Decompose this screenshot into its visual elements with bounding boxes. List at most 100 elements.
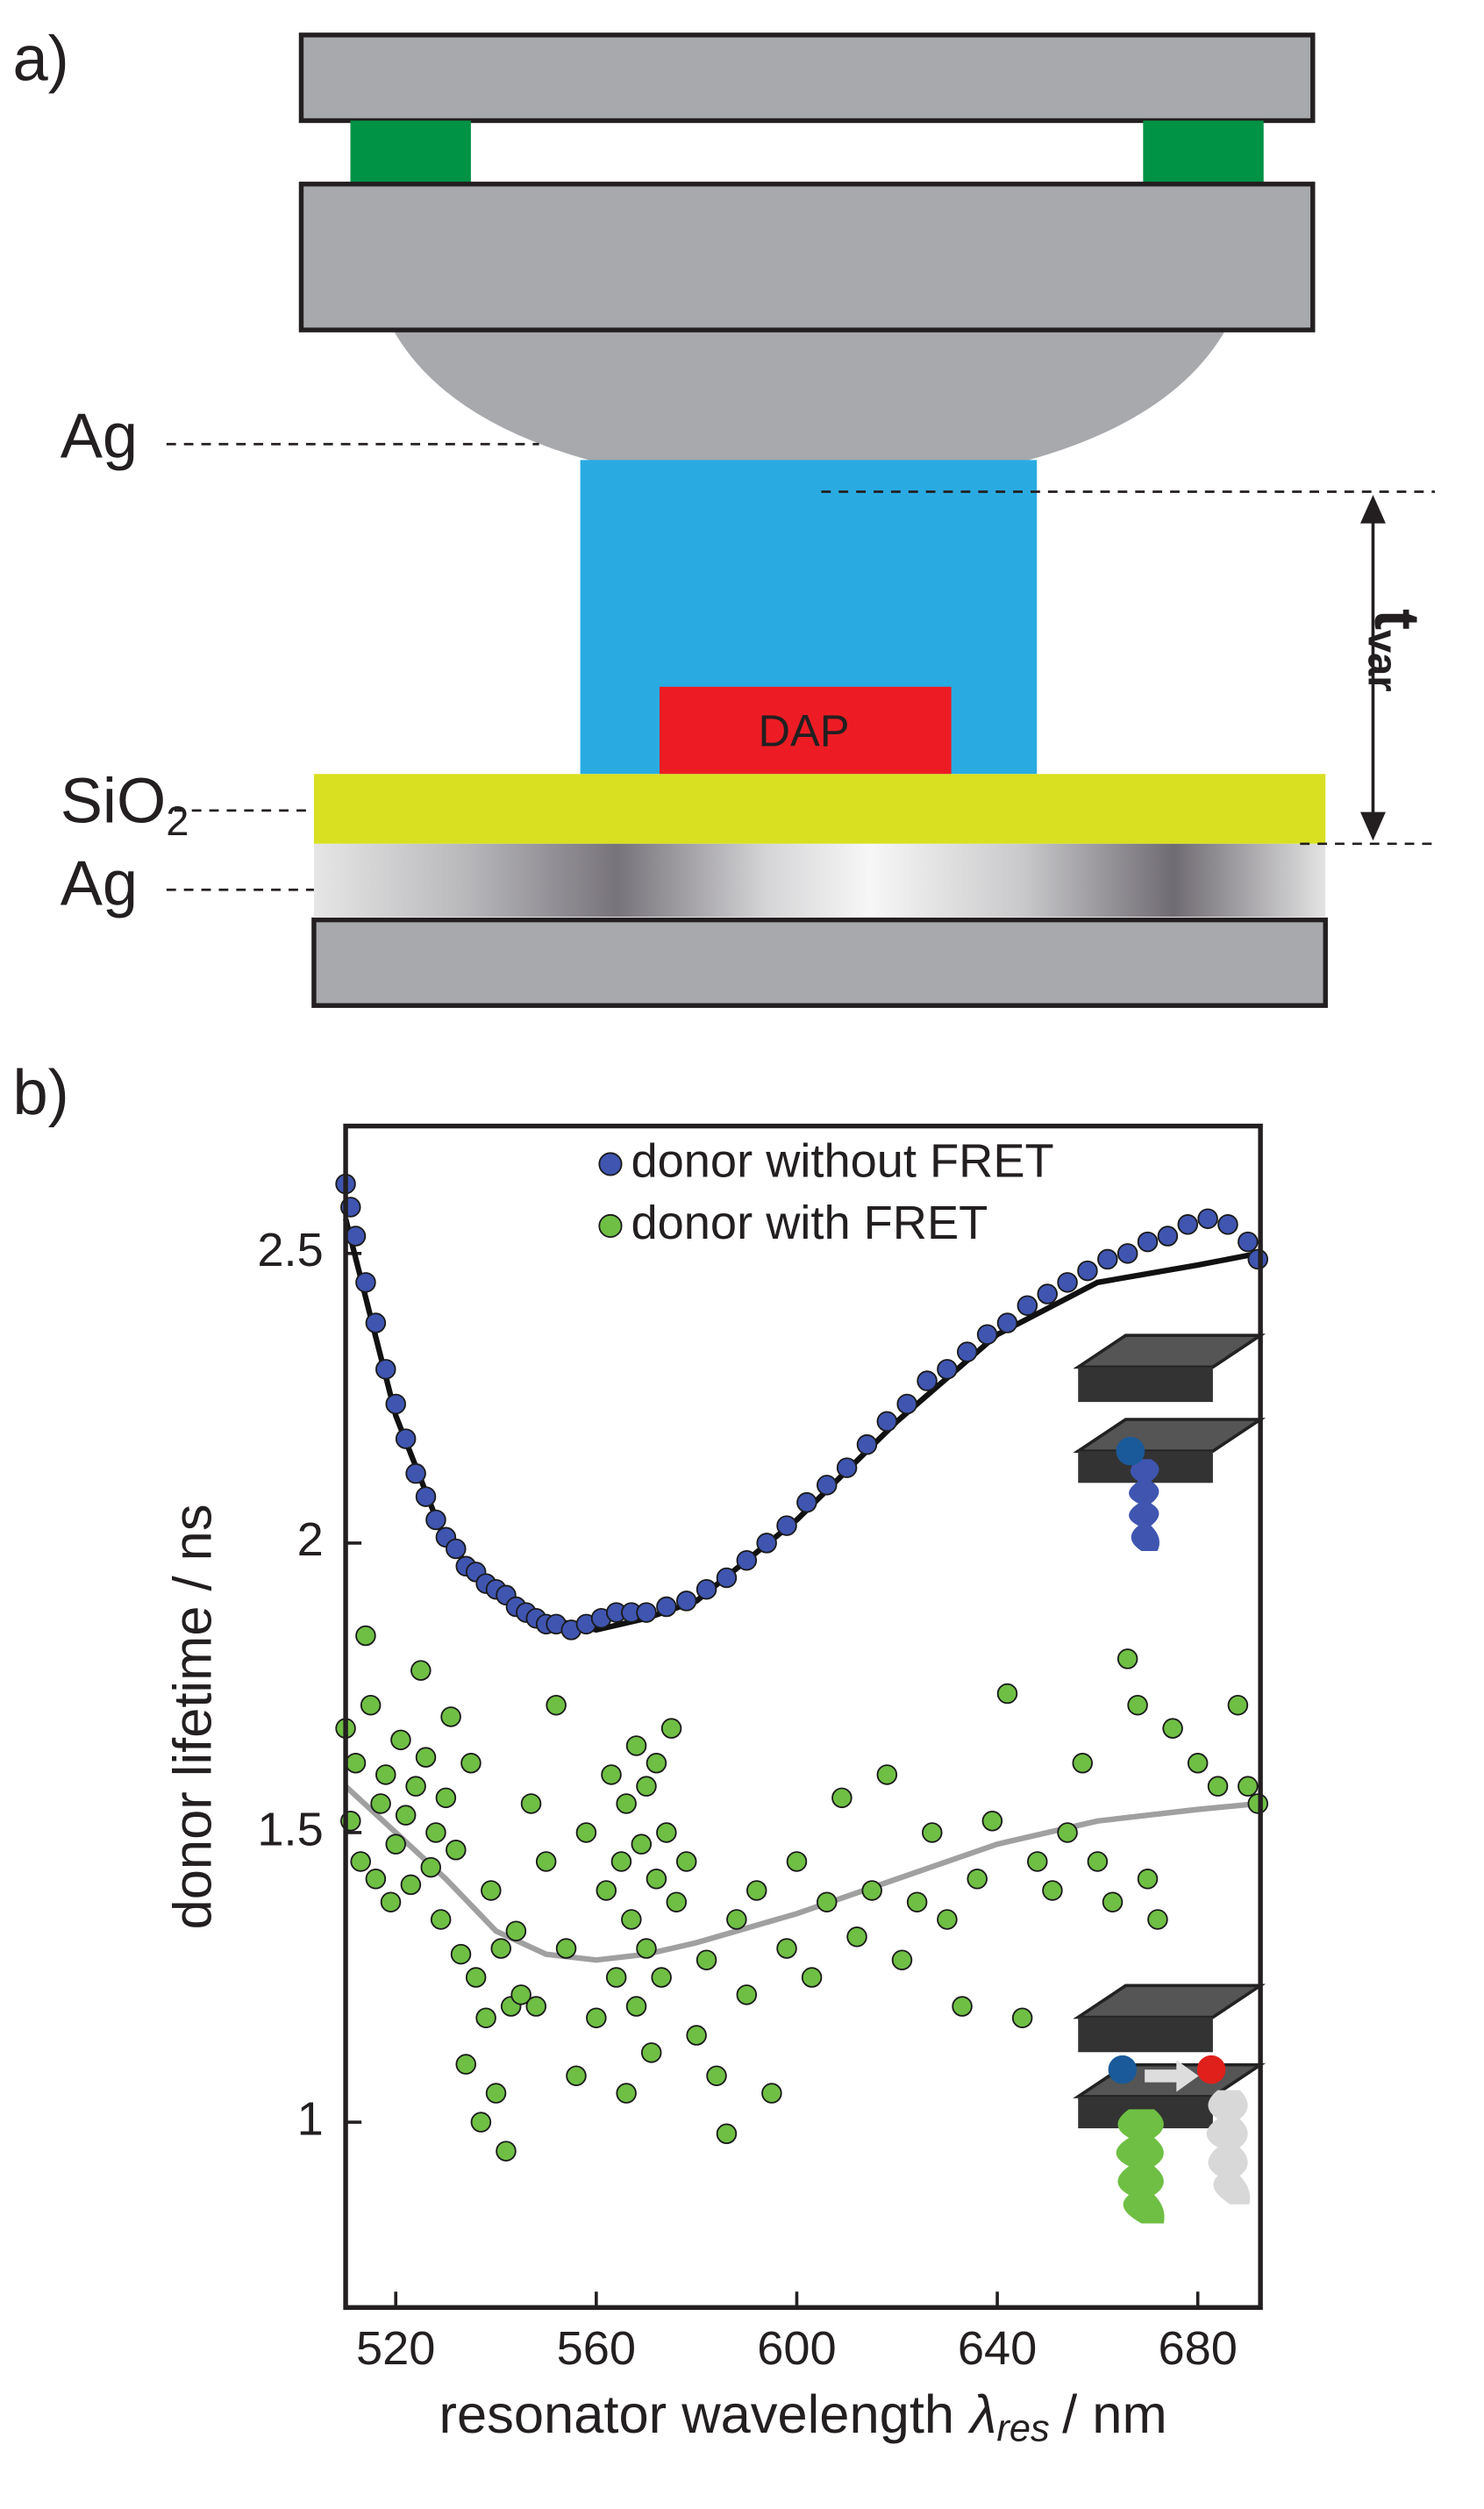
point bbox=[1162, 1718, 1183, 1739]
point bbox=[345, 1753, 367, 1774]
point bbox=[430, 1909, 452, 1930]
point bbox=[922, 1822, 943, 1843]
point bbox=[605, 1967, 627, 1988]
point bbox=[636, 1776, 657, 1797]
point bbox=[555, 1938, 577, 1959]
point bbox=[696, 1578, 717, 1600]
point bbox=[505, 1920, 527, 1941]
point bbox=[861, 1880, 882, 1901]
point bbox=[395, 1428, 417, 1449]
point bbox=[410, 1660, 432, 1681]
point bbox=[475, 2007, 496, 2028]
x-label-unit: / nm bbox=[1062, 2384, 1167, 2445]
point bbox=[1247, 1793, 1269, 1814]
plate bbox=[298, 182, 1316, 332]
point bbox=[891, 1949, 913, 1970]
point bbox=[786, 1851, 808, 1872]
point bbox=[726, 1909, 747, 1930]
point bbox=[736, 1549, 758, 1571]
point bbox=[746, 1880, 767, 1901]
panel-label: b) bbox=[12, 1058, 68, 1128]
point bbox=[596, 1880, 617, 1901]
sio2-sub: 2 bbox=[166, 798, 189, 845]
point bbox=[917, 1370, 938, 1391]
point bbox=[1238, 1776, 1259, 1797]
point bbox=[375, 1764, 396, 1785]
x-tick-label: 640 bbox=[958, 2322, 1037, 2375]
point bbox=[616, 1793, 637, 1814]
point bbox=[636, 1602, 657, 1623]
point bbox=[586, 2007, 607, 2028]
point bbox=[656, 1596, 677, 1618]
point bbox=[1117, 1648, 1138, 1669]
point bbox=[1011, 2007, 1033, 2028]
point bbox=[625, 1996, 647, 2017]
point bbox=[400, 1874, 422, 1896]
point bbox=[876, 1411, 898, 1433]
point bbox=[675, 1851, 697, 1872]
plot-frame bbox=[343, 1123, 1263, 2311]
point bbox=[1127, 1694, 1148, 1716]
point bbox=[1087, 1851, 1109, 1872]
point bbox=[836, 1457, 858, 1478]
point bbox=[631, 1834, 653, 1855]
point bbox=[1057, 1272, 1078, 1293]
point bbox=[455, 2054, 476, 2075]
point bbox=[435, 1787, 457, 1809]
point bbox=[510, 1984, 532, 2005]
point bbox=[360, 1694, 382, 1716]
point bbox=[481, 1880, 502, 1901]
point bbox=[385, 1834, 406, 1855]
point bbox=[375, 1359, 396, 1380]
point bbox=[355, 1625, 376, 1647]
y-axis-label: donor lifetime / ns bbox=[162, 1504, 223, 1929]
point bbox=[621, 1909, 642, 1930]
point bbox=[1037, 1283, 1058, 1305]
point bbox=[1102, 1891, 1124, 1912]
point bbox=[385, 1393, 406, 1415]
t-var-label: tvar bbox=[1359, 609, 1431, 692]
point bbox=[675, 1590, 697, 1612]
inset-top bbox=[1073, 1333, 1266, 1552]
x-label-symbol: λ bbox=[967, 2384, 996, 2445]
point bbox=[957, 1341, 978, 1362]
point bbox=[831, 1787, 853, 1809]
point bbox=[976, 1324, 998, 1345]
ag-label: Ag bbox=[61, 849, 138, 919]
point bbox=[405, 1462, 426, 1484]
point bbox=[646, 1753, 667, 1774]
point bbox=[1227, 1694, 1249, 1716]
point bbox=[1077, 1260, 1098, 1282]
point bbox=[566, 2065, 587, 2086]
point bbox=[937, 1909, 958, 1930]
legend-marker bbox=[598, 1152, 623, 1176]
dap-label: DAP bbox=[758, 705, 849, 755]
point bbox=[365, 1312, 387, 1333]
point bbox=[952, 1996, 973, 2017]
point bbox=[1017, 1295, 1038, 1316]
point bbox=[446, 1538, 467, 1560]
point bbox=[415, 1747, 437, 1768]
legend-label: donor without FRET bbox=[631, 1134, 1053, 1187]
point bbox=[450, 1943, 472, 1965]
point bbox=[601, 1764, 622, 1785]
point bbox=[425, 1509, 446, 1531]
fit-line bbox=[343, 1783, 1259, 1963]
y-tick-label: 2 bbox=[297, 1513, 324, 1566]
point bbox=[490, 1938, 512, 1959]
plate bbox=[298, 32, 1316, 124]
point bbox=[420, 1856, 441, 1878]
point bbox=[350, 1851, 371, 1872]
point bbox=[575, 1822, 597, 1843]
x-label-sub: res bbox=[996, 2408, 1049, 2450]
point bbox=[370, 1793, 391, 1814]
spacer bbox=[350, 120, 471, 184]
point bbox=[981, 1811, 1003, 1832]
point bbox=[967, 1869, 988, 1890]
point bbox=[996, 1312, 1018, 1333]
point bbox=[640, 2042, 662, 2063]
point bbox=[440, 1706, 461, 1727]
x-axis-label: resonator wavelength λres / nm bbox=[439, 2384, 1167, 2450]
point bbox=[405, 1776, 426, 1797]
